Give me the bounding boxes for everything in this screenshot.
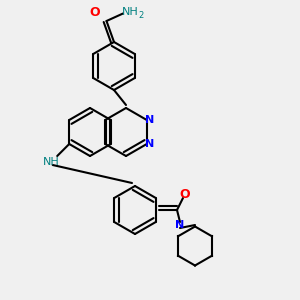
Text: 2: 2 <box>138 11 144 20</box>
Text: N: N <box>145 115 154 125</box>
Text: NH: NH <box>43 157 60 167</box>
Text: N: N <box>176 220 184 230</box>
Text: NH: NH <box>122 7 139 17</box>
Text: N: N <box>145 139 154 149</box>
Text: O: O <box>179 188 190 202</box>
Text: O: O <box>89 5 100 19</box>
